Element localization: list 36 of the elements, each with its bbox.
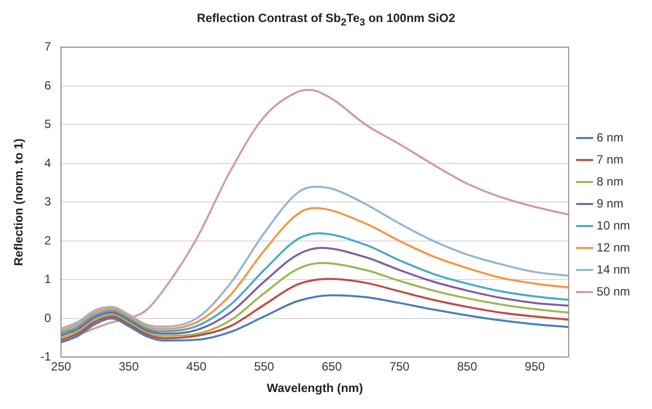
line-series [61,232,569,334]
line-series [61,246,569,336]
x-axis-title: Wavelength (nm) [266,381,363,396]
x-tick-label: 650 [322,360,342,374]
line-series [61,294,569,344]
x-tick-label: 550 [254,360,274,374]
y-tick-label: 5 [44,117,52,132]
legend-label: 10 nm [596,218,630,232]
line-series [61,262,569,339]
line-series [61,186,569,330]
legend-label: 6 nm [596,130,624,144]
legend-label: 9 nm [596,196,624,210]
y-tick-label: 7 [44,40,52,54]
y-tick-label: -1 [40,350,52,364]
legend-label: 12 nm [596,240,630,254]
y-tick-label: 1 [44,272,52,286]
x-tick-label: 950 [524,360,546,374]
y-tick-label: 4 [44,156,52,170]
y-axis-title: Reflection (norm. to 1) [12,138,26,266]
x-tick-label: 450 [186,360,207,374]
y-tick-label: 2 [44,233,52,248]
y-tick-label: 3 [44,194,52,209]
x-tick-label: 850 [457,360,478,374]
line-series [61,88,569,335]
y-tick-label: 0 [44,310,52,325]
line-series [61,207,569,332]
x-tick-label: 250 [51,360,72,374]
legend-label: 7 nm [596,152,624,166]
y-tick-label: 6 [44,78,52,92]
legend-label: 50 nm [596,284,630,298]
legend-label: 14 nm [596,262,630,276]
chart-title: Reflection Contrast of Sb$_{2}$Te$_{3}$ on 100nm SiO2 [196,10,456,30]
x-tick-label: 750 [389,360,410,374]
legend-label: 8 nm [596,174,624,188]
x-tick-label: 350 [118,360,140,374]
line-series [61,278,569,342]
